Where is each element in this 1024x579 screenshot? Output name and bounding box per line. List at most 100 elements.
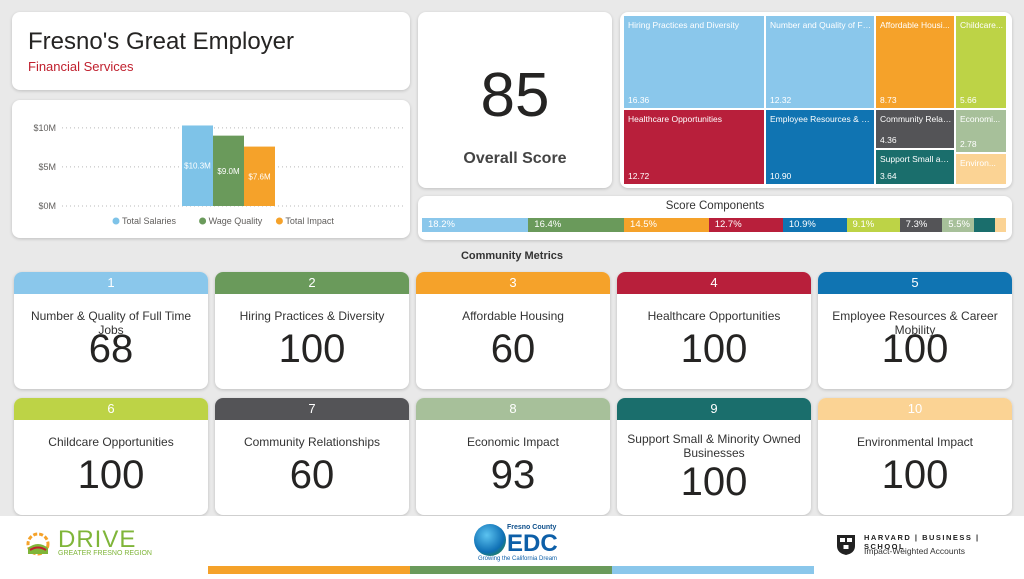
score-component-segment bbox=[974, 218, 996, 232]
metric-value: 60 bbox=[490, 327, 536, 371]
legend-marker bbox=[112, 217, 120, 225]
bar-data-label: $10.3M bbox=[184, 162, 211, 171]
treemap-tile-label: Number and Quality of Fu... bbox=[770, 20, 872, 30]
metric-value: 100 bbox=[881, 453, 949, 497]
edc-logo-tagline: Growing the California Dream bbox=[478, 556, 558, 562]
metric-card: 3 Affordable Housing 60 bbox=[416, 272, 610, 389]
treemap-tile-label: Childcare... bbox=[960, 20, 1003, 30]
treemap-tile: Community Relati... 4.36 bbox=[876, 110, 954, 148]
treemap-tile-label: Employee Resources & C... bbox=[770, 114, 872, 124]
treemap-tile-label: Environ... bbox=[960, 158, 996, 168]
legend-label: Total Impact bbox=[285, 216, 334, 226]
treemap-tile: Employee Resources & C... 10.90 bbox=[766, 110, 874, 184]
treemap-tile: Economi... 2.78 bbox=[956, 110, 1006, 152]
treemap-tile: Environ... bbox=[956, 154, 1006, 184]
overall-score-value: 85 bbox=[480, 61, 550, 130]
edc-logo-top: Fresno County bbox=[507, 524, 557, 531]
score-component-segment: 9.1% bbox=[846, 218, 900, 232]
treemap-tile: Affordable Housi... 8.73 bbox=[876, 16, 954, 108]
legend-label: Wage Quality bbox=[209, 216, 263, 226]
overall-score-label: Overall Score bbox=[463, 150, 567, 167]
treemap-tile-value: 4.36 bbox=[880, 135, 897, 145]
score-component-segment: 5.5% bbox=[942, 218, 975, 232]
bar-data-label: $9.0M bbox=[217, 167, 240, 176]
community-metrics-title: Community Metrics bbox=[460, 250, 564, 262]
metric-label: Hiring Practices & Diversity bbox=[239, 309, 385, 323]
treemap-tile-value: 3.64 bbox=[880, 171, 897, 181]
metric-label: Economic Impact bbox=[466, 435, 560, 449]
hbs-shield-icon bbox=[837, 535, 855, 555]
y-tick-label: $10M bbox=[33, 123, 56, 133]
treemap-tile-value: 12.32 bbox=[770, 95, 792, 105]
score-components-bar: 18.2% 16.4% 14.5% 12.7% 10.9% 9.1% 7.3% 5.5% bbox=[422, 218, 1006, 232]
metric-card: 2 Hiring Practices & Diversity 100 bbox=[215, 272, 409, 389]
score-treemap: Hiring Practices and Diversity 16.36 Healt… bbox=[620, 12, 1012, 188]
metric-number: 7 bbox=[215, 398, 409, 420]
impact-bar-chart: $10M $5M $0M $10.3M $9.0M $7.6M Total Salaries… bbox=[12, 100, 410, 238]
drive-logo-text: DRIVE bbox=[58, 526, 137, 553]
metric-number: 9 bbox=[617, 398, 811, 420]
metric-label: Affordable Housing bbox=[462, 309, 564, 323]
metric-label: Employee Resources & Career Mobility bbox=[832, 309, 998, 337]
y-tick-label: $5M bbox=[38, 162, 56, 172]
metric-value: 100 bbox=[881, 327, 949, 371]
metric-card: 9 Support Small & Minority Owned Business… bbox=[617, 398, 811, 515]
metric-number: 4 bbox=[617, 272, 811, 294]
treemap-tile: Number and Quality of Fu... 12.32 bbox=[766, 16, 874, 108]
page-subtitle: Financial Services bbox=[28, 59, 134, 74]
treemap-tile-label: Economi... bbox=[960, 114, 1001, 124]
treemap-tile: Childcare... 5.66 bbox=[956, 16, 1006, 108]
metric-value: 60 bbox=[289, 453, 335, 497]
title-card: Fresno's Great Employer Financial Servic… bbox=[12, 12, 410, 90]
drive-logo-subtext: GREATER FRESNO REGION bbox=[58, 550, 152, 557]
metric-value: 100 bbox=[278, 327, 346, 371]
metric-number: 1 bbox=[14, 272, 208, 294]
score-component-segment: 7.3% bbox=[899, 218, 943, 232]
footer-stripe bbox=[208, 566, 410, 574]
bar-data-label: $7.6M bbox=[248, 172, 271, 181]
metric-value: 68 bbox=[88, 327, 134, 371]
metric-number: 3 bbox=[416, 272, 610, 294]
metric-card: 10 Environmental Impact 100 bbox=[818, 398, 1012, 515]
legend-label: Total Salaries bbox=[122, 216, 177, 226]
treemap-tile-value: 8.73 bbox=[880, 95, 897, 105]
hbs-logo-subtext: Impact-Weighted Accounts bbox=[864, 546, 965, 556]
score-component-segment: 14.5% bbox=[624, 218, 709, 232]
legend-marker bbox=[199, 217, 207, 225]
bar bbox=[244, 146, 275, 206]
treemap-tile-value: 5.66 bbox=[960, 95, 977, 105]
treemap-tile-label: Community Relati... bbox=[880, 114, 952, 124]
metric-value: 100 bbox=[77, 453, 145, 497]
overall-score-card: 85 Overall Score bbox=[418, 12, 612, 188]
hbs-logo-text: HARVARD | BUSINESS | SCHOOL bbox=[864, 533, 980, 551]
treemap-tile-label: Affordable Housi... bbox=[880, 20, 950, 30]
bar bbox=[213, 135, 244, 206]
score-component-segment bbox=[995, 218, 1006, 232]
treemap-tile: Healthcare Opportunities 12.72 bbox=[624, 110, 764, 184]
metric-label: Healthcare Opportunities bbox=[647, 309, 781, 323]
metric-card: 6 Childcare Opportunities 100 bbox=[14, 398, 208, 515]
score-component-segment: 18.2% bbox=[422, 218, 529, 232]
page-title: Fresno's Great Employer bbox=[28, 28, 295, 55]
metric-label: Childcare Opportunities bbox=[48, 435, 174, 449]
treemap-tile-label: Support Small an... bbox=[880, 154, 952, 164]
metric-value: 100 bbox=[680, 460, 748, 504]
metric-number: 6 bbox=[14, 398, 208, 420]
treemap-tile-value: 10.90 bbox=[770, 171, 792, 181]
metric-card: 1 Number & Quality of Full Time Jobs 68 bbox=[14, 272, 208, 389]
score-component-segment: 16.4% bbox=[528, 218, 625, 232]
metric-number: 10 bbox=[818, 398, 1012, 420]
metric-card: 4 Healthcare Opportunities 100 bbox=[617, 272, 811, 389]
metric-label: Community Relationships bbox=[243, 435, 381, 449]
metric-label: Environmental Impact bbox=[856, 435, 974, 449]
metric-card: 8 Economic Impact 93 bbox=[416, 398, 610, 515]
treemap-tile-label: Hiring Practices and Diversity bbox=[628, 20, 740, 30]
metric-card: 5 Employee Resources & Career Mobility 100 bbox=[818, 272, 1012, 389]
score-component-segment: 10.9% bbox=[782, 218, 847, 232]
metric-number: 8 bbox=[416, 398, 610, 420]
metric-label: Number & Quality of Full Time Jobs bbox=[30, 309, 192, 337]
impact-bar-chart-svg: $10M $5M $0M $10.3M $9.0M $7.6M Total Salaries… bbox=[33, 123, 404, 226]
treemap-tile-value: 16.36 bbox=[628, 95, 650, 105]
metric-value: 93 bbox=[490, 453, 536, 497]
edc-logo-text: EDC bbox=[507, 530, 558, 557]
